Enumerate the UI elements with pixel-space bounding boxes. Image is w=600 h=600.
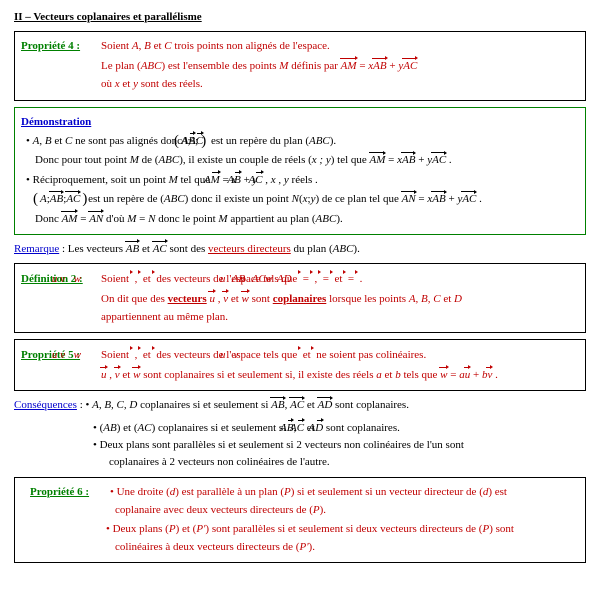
demo-box: Démonstration • A, B et C ne sont pas al… bbox=[14, 107, 586, 235]
demo-b4: A;AB;AC est un repère de (ABC) donc il e… bbox=[21, 191, 579, 207]
prop4-label: Propriété 4 : bbox=[21, 39, 101, 54]
def2-line1: Soient u , v et w des vecteurs de l'espa… bbox=[101, 273, 362, 285]
prop4-box: Propriété 4 :Soient A, B et C trois poin… bbox=[14, 31, 586, 100]
prop4-line2: Le plan (ABC) est l'ensemble des points … bbox=[21, 58, 579, 74]
prop6-line1b: coplanaire avec deux vecteurs directeurs… bbox=[21, 503, 579, 518]
cons-line2: • (AB) et (AC) coplanaires si et seuleme… bbox=[14, 420, 586, 436]
prop4-line3: où x et y sont des réels. bbox=[21, 77, 579, 92]
prop6-box: Propriété 6 :• Une droite (d) est parall… bbox=[14, 477, 586, 564]
prop6-line2b: colinéaires à deux vecteurs directeurs d… bbox=[21, 540, 579, 555]
prop6-line1: • Une droite (d) est parallèle à un plan… bbox=[110, 486, 507, 498]
prop5-line2: u , v et w sont coplanaires si et seulem… bbox=[21, 367, 579, 383]
demo-b3: • Réciproquement, soit un point M tel qu… bbox=[21, 172, 579, 188]
remark: Remarque : Les vecteurs AB et AC sont de… bbox=[14, 241, 586, 257]
prop6-label: Propriété 6 : bbox=[30, 485, 110, 500]
demo-b1: • A, B et C ne sont pas alignés donc A;A… bbox=[21, 133, 579, 149]
prop4-line1: Soient A, B et C trois points non aligné… bbox=[101, 40, 330, 52]
def2-line3: appartiennent au même plan. bbox=[21, 310, 579, 325]
cons-line1: Conséquences : • A, B, C, D coplanaires … bbox=[14, 397, 586, 413]
cons-line3b: coplanaires à 2 vecteurs non colinéaires… bbox=[14, 455, 586, 470]
section-title: II – Vecteurs coplanaires et parallélism… bbox=[14, 10, 586, 25]
def2-box: Définition 2 :Soient u , v et w des vect… bbox=[14, 263, 586, 333]
prop5-box: Propriété 5 :Soient u , v et w des vecte… bbox=[14, 339, 586, 391]
demo-label: Démonstration bbox=[21, 115, 579, 130]
cons-line3: • Deux plans sont parallèles si et seule… bbox=[14, 438, 586, 453]
demo-b5: Donc AM = AN d'où M = N donc le point M … bbox=[21, 211, 579, 227]
demo-b2: Donc pour tout point M de (ABC), il exis… bbox=[21, 152, 579, 168]
prop5-line1: Soient u , v et w des vecteurs de l'espa… bbox=[101, 349, 426, 361]
prop6-line2: • Deux plans (P) et (P') sont parallèles… bbox=[21, 522, 579, 537]
def2-line2: On dit que des vecteurs u , v et w sont … bbox=[21, 291, 579, 307]
